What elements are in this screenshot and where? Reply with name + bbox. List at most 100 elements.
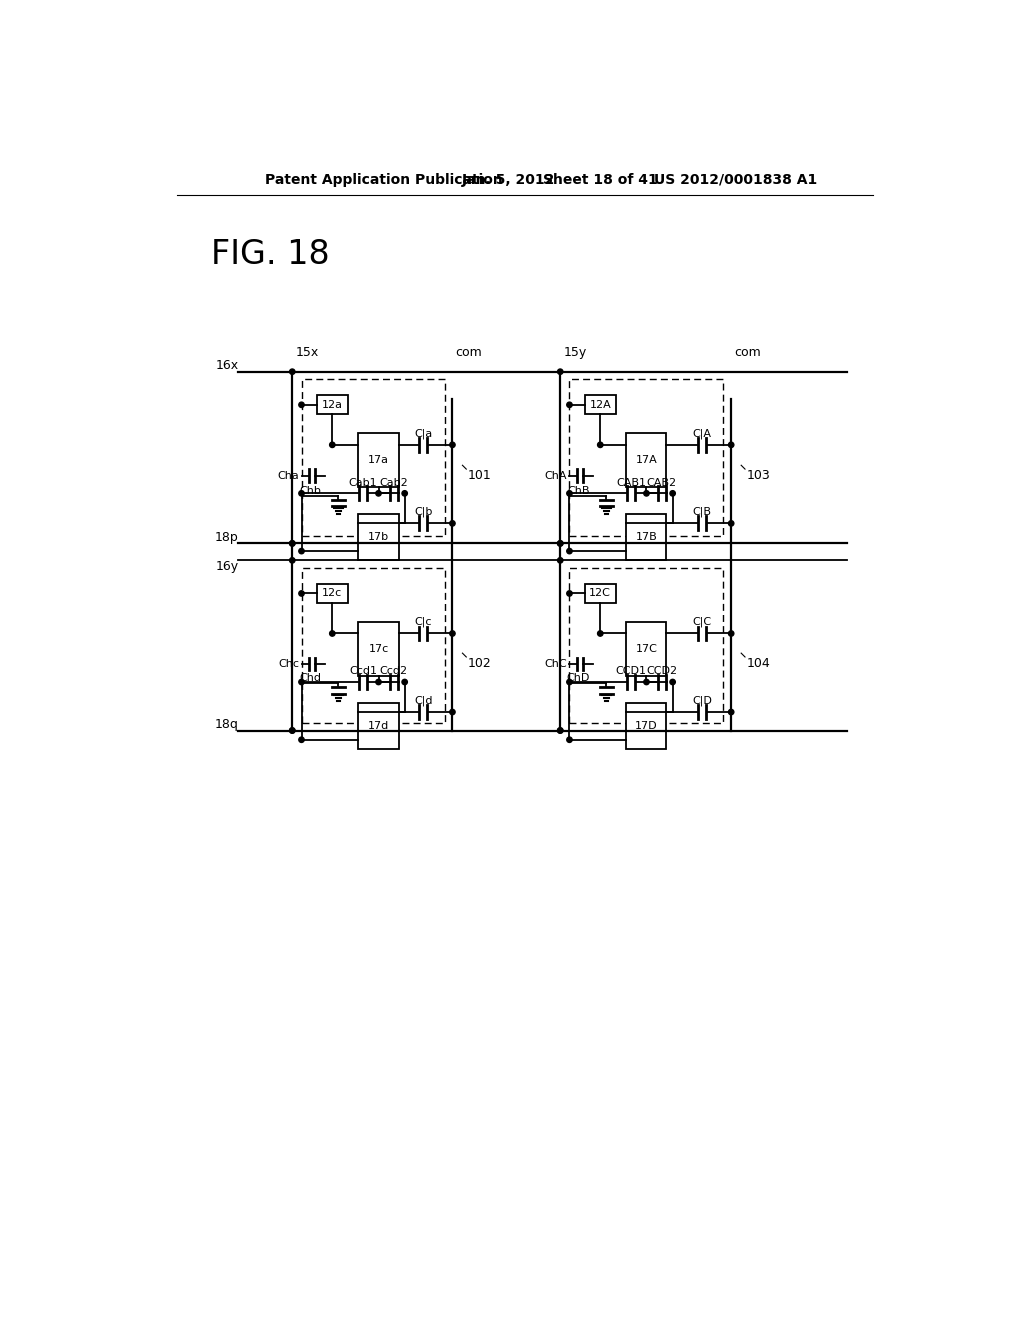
Circle shape bbox=[450, 442, 455, 447]
Text: 17A: 17A bbox=[636, 455, 657, 465]
Text: 12c: 12c bbox=[323, 589, 342, 598]
Circle shape bbox=[644, 680, 649, 685]
Text: Patent Application Publication: Patent Application Publication bbox=[265, 173, 503, 187]
Text: com: com bbox=[456, 346, 482, 359]
Bar bbox=[569, 379, 724, 536]
Circle shape bbox=[728, 520, 734, 527]
Bar bbox=[627, 433, 667, 487]
Text: C|d: C|d bbox=[414, 696, 432, 706]
Circle shape bbox=[299, 491, 304, 496]
Circle shape bbox=[557, 727, 563, 733]
Text: C|C: C|C bbox=[692, 616, 712, 627]
Circle shape bbox=[290, 370, 295, 375]
Circle shape bbox=[402, 491, 408, 496]
Circle shape bbox=[566, 591, 572, 597]
Circle shape bbox=[557, 370, 563, 375]
Text: 17C: 17C bbox=[636, 644, 657, 653]
Text: 15x: 15x bbox=[295, 346, 318, 359]
Text: 12C: 12C bbox=[590, 589, 611, 598]
Circle shape bbox=[598, 442, 603, 447]
Circle shape bbox=[557, 541, 563, 546]
Text: C|c: C|c bbox=[415, 616, 432, 627]
Bar bbox=[301, 379, 444, 536]
Text: 12A: 12A bbox=[590, 400, 611, 409]
Text: 16x: 16x bbox=[215, 359, 239, 372]
Text: CAB2: CAB2 bbox=[647, 478, 677, 487]
Text: Ccd2: Ccd2 bbox=[380, 667, 408, 676]
Text: ChC: ChC bbox=[545, 659, 567, 669]
Text: Chc: Chc bbox=[279, 659, 299, 669]
Circle shape bbox=[402, 680, 408, 685]
Bar bbox=[316, 583, 348, 603]
Circle shape bbox=[299, 548, 304, 554]
Circle shape bbox=[299, 403, 304, 408]
Text: Cab1: Cab1 bbox=[349, 478, 378, 487]
Bar bbox=[627, 515, 667, 561]
Circle shape bbox=[299, 680, 304, 685]
Circle shape bbox=[450, 520, 455, 527]
Text: US 2012/0001838 A1: US 2012/0001838 A1 bbox=[654, 173, 817, 187]
Bar bbox=[316, 395, 348, 414]
Text: Cab2: Cab2 bbox=[380, 478, 409, 487]
Circle shape bbox=[566, 737, 572, 742]
Bar bbox=[627, 622, 667, 676]
Text: 101: 101 bbox=[468, 469, 492, 482]
Circle shape bbox=[290, 557, 295, 564]
Text: 12a: 12a bbox=[322, 400, 343, 409]
Text: ChA: ChA bbox=[545, 471, 567, 480]
Text: 17B: 17B bbox=[636, 532, 657, 543]
Circle shape bbox=[376, 680, 381, 685]
Text: Chb: Chb bbox=[300, 486, 322, 496]
Text: 17c: 17c bbox=[369, 644, 389, 653]
Text: C|B: C|B bbox=[692, 507, 712, 517]
Text: 102: 102 bbox=[468, 656, 492, 669]
Text: 104: 104 bbox=[746, 656, 770, 669]
Circle shape bbox=[290, 727, 295, 733]
Circle shape bbox=[670, 680, 676, 685]
Text: Sheet 18 of 41: Sheet 18 of 41 bbox=[543, 173, 657, 187]
Bar bbox=[301, 568, 444, 723]
Circle shape bbox=[644, 491, 649, 496]
Circle shape bbox=[330, 631, 335, 636]
Circle shape bbox=[557, 727, 563, 733]
Circle shape bbox=[290, 541, 295, 546]
Text: 16y: 16y bbox=[215, 560, 239, 573]
Circle shape bbox=[566, 491, 572, 496]
Circle shape bbox=[376, 491, 381, 496]
Circle shape bbox=[450, 631, 455, 636]
Circle shape bbox=[728, 709, 734, 714]
Text: CCD1: CCD1 bbox=[615, 667, 646, 676]
Circle shape bbox=[290, 727, 295, 733]
Text: Chd: Chd bbox=[299, 673, 322, 684]
Bar bbox=[585, 583, 615, 603]
Text: com: com bbox=[734, 346, 761, 359]
Text: 17D: 17D bbox=[635, 721, 657, 731]
Text: CAB1: CAB1 bbox=[616, 478, 646, 487]
Circle shape bbox=[450, 709, 455, 714]
Bar bbox=[569, 568, 724, 723]
Text: Ccd1: Ccd1 bbox=[349, 667, 377, 676]
Circle shape bbox=[728, 631, 734, 636]
Circle shape bbox=[557, 557, 563, 564]
Text: C|A: C|A bbox=[692, 428, 712, 438]
Bar bbox=[627, 702, 667, 748]
Text: 103: 103 bbox=[746, 469, 770, 482]
Text: 17d: 17d bbox=[368, 721, 389, 731]
Circle shape bbox=[566, 403, 572, 408]
Text: Cha: Cha bbox=[278, 471, 299, 480]
Circle shape bbox=[290, 541, 295, 546]
Text: 17a: 17a bbox=[368, 455, 389, 465]
Text: ChD: ChD bbox=[566, 673, 590, 684]
Text: 18q: 18q bbox=[214, 718, 239, 731]
Text: Jan. 5, 2012: Jan. 5, 2012 bbox=[462, 173, 555, 187]
Circle shape bbox=[728, 442, 734, 447]
Circle shape bbox=[299, 591, 304, 597]
Text: 17b: 17b bbox=[368, 532, 389, 543]
Circle shape bbox=[598, 631, 603, 636]
Text: 18p: 18p bbox=[215, 531, 239, 544]
Text: C|D: C|D bbox=[692, 696, 712, 706]
Circle shape bbox=[566, 680, 572, 685]
Bar bbox=[358, 622, 398, 676]
Circle shape bbox=[670, 491, 676, 496]
Circle shape bbox=[566, 548, 572, 554]
